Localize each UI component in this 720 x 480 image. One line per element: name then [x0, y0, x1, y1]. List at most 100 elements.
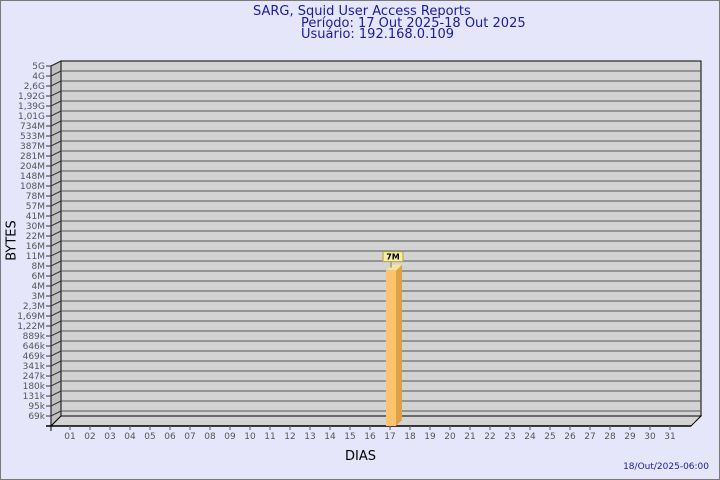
y-tick-label: 1,22M [17, 322, 45, 332]
y-tick-label: 1,69M [17, 312, 45, 322]
x-tick-label: 31 [664, 432, 675, 442]
x-tick-label: 23 [504, 432, 515, 442]
y-tick [46, 190, 62, 197]
y-tick [46, 360, 62, 367]
x-tick-label: 06 [164, 432, 176, 442]
x-tick-label: 14 [324, 432, 336, 442]
x-tick-label: 16 [364, 432, 376, 442]
y-tick [46, 260, 62, 267]
y-tick [46, 230, 62, 237]
x-tick-label: 24 [524, 432, 536, 442]
y-tick [46, 210, 62, 217]
y-tick-label: 4M [32, 282, 46, 292]
y-tick-label: 95k [28, 402, 45, 412]
x-axis-label: DIAS [345, 449, 376, 464]
y-tick [46, 410, 62, 417]
y-tick [46, 350, 62, 357]
y-tick [46, 90, 62, 97]
x-tick-label: 13 [304, 432, 315, 442]
y-tick-label: 108M [20, 182, 45, 192]
y-tick-label: 22M [26, 232, 45, 242]
y-tick [46, 380, 62, 387]
y-tick-label: 4G [32, 72, 45, 82]
y-tick-label: 2,6G [24, 82, 45, 92]
y-tick [46, 390, 62, 397]
x-tick-label: 17 [384, 432, 395, 442]
x-tick-label: 26 [564, 432, 576, 442]
x-tick-label: 03 [104, 432, 115, 442]
plot-floor [49, 415, 703, 427]
x-tick-label: 10 [244, 432, 256, 442]
generated-timestamp: 18/Out/2025-06:00 [623, 462, 709, 472]
x-tick-label: 02 [84, 432, 95, 442]
y-tick-label: 6M [32, 272, 46, 282]
period-label: Período: 17 Out 2025-18 Out 2025 [301, 16, 526, 31]
y-tick-label: 281M [20, 152, 45, 162]
y-tick-label: 387M [20, 142, 45, 152]
y-tick [46, 100, 62, 107]
y-tick-label: 734M [20, 122, 45, 132]
y-tick-label: 889k [23, 332, 46, 342]
y-tick-label: 8M [32, 262, 46, 272]
user-label: Usuário: 192.168.0.109 [301, 27, 455, 42]
x-tick-label: 11 [264, 432, 275, 442]
x-tick-label: 20 [444, 432, 456, 442]
y-tick-label: 1,01G [18, 112, 45, 122]
y-tick-label: 57M [26, 202, 45, 212]
x-tick-label: 07 [184, 432, 195, 442]
y-tick [46, 70, 62, 77]
x-tick-label: 19 [424, 432, 436, 442]
y-tick-label: 204M [20, 162, 45, 172]
y-tick-label: 180k [23, 382, 46, 392]
y-tick-label: 646k [23, 342, 46, 352]
y-tick [46, 250, 62, 257]
y-tick [46, 340, 62, 347]
x-tick-label: 28 [604, 432, 616, 442]
y-tick-label: 341k [23, 362, 46, 372]
y-tick [46, 290, 62, 297]
plot-back-wall [60, 60, 702, 417]
y-tick-label: 1,92G [18, 92, 45, 102]
y-tick-label: 1,39G [18, 102, 45, 112]
chart-title: SARG, Squid User Access Reports [253, 4, 471, 19]
y-tick-label: 41M [26, 212, 45, 222]
y-tick-label: 69k [28, 412, 45, 422]
y-tick-label: 5G [32, 62, 45, 72]
x-tick-label: 12 [284, 432, 295, 442]
y-tick [46, 320, 62, 327]
x-tick-label: 27 [584, 432, 595, 442]
y-tick [46, 130, 62, 137]
y-tick [46, 170, 62, 177]
y-tick [46, 220, 62, 227]
x-tick-label: 18 [404, 432, 416, 442]
y-tick [46, 300, 62, 307]
y-tick [46, 370, 62, 377]
data-label-box [382, 251, 404, 263]
y-tick-label: 533M [20, 132, 45, 142]
y-tick [46, 60, 62, 67]
y-tick-label: 11M [26, 252, 45, 262]
x-tick-label: 25 [544, 432, 555, 442]
y-tick [46, 150, 62, 157]
x-tick-label: 08 [204, 432, 216, 442]
y-tick [46, 120, 62, 127]
x-tick-label: 22 [484, 432, 495, 442]
data-label: 7M [386, 253, 400, 262]
y-tick [46, 140, 62, 147]
y-tick [46, 80, 62, 87]
y-tick-label: 16M [26, 242, 45, 252]
x-tick-label: 09 [224, 432, 236, 442]
y-tick [46, 330, 62, 337]
y-axis-label: BYTES [4, 220, 20, 261]
y-tick-label: 469k [23, 352, 46, 362]
bar [386, 270, 396, 426]
y-tick [46, 200, 62, 207]
y-tick [46, 160, 62, 167]
x-tick-label: 01 [64, 432, 75, 442]
y-tick-label: 3M [32, 292, 46, 302]
y-tick [46, 270, 62, 277]
y-tick [46, 280, 62, 287]
y-tick-label: 2,3M [23, 302, 45, 312]
